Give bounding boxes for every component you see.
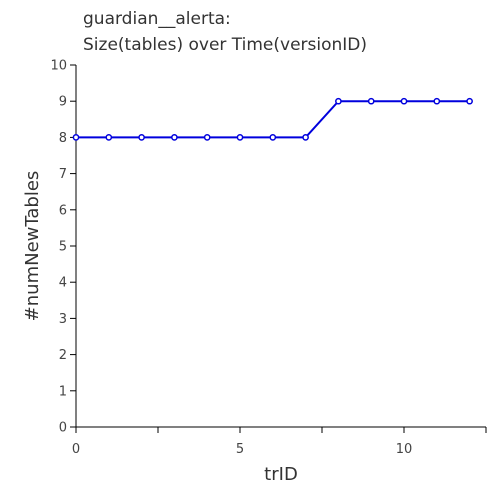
- y-tick-label: 4: [59, 276, 67, 291]
- data-point: [138, 134, 145, 141]
- data-point: [466, 97, 473, 105]
- y-tick-label: 5: [59, 240, 67, 255]
- x-tick-label: 0: [72, 442, 80, 457]
- y-tick-label: 7: [59, 167, 67, 182]
- data-point: [433, 97, 441, 105]
- data-point: [302, 134, 309, 141]
- data-series: [72, 97, 473, 141]
- chart-title-line-2: Size(tables) over Time(versionID): [83, 35, 367, 55]
- data-point: [203, 134, 211, 141]
- data-point: [367, 97, 375, 105]
- data-point: [400, 97, 408, 105]
- data-point: [105, 134, 113, 141]
- x-axis-label: trID: [264, 464, 298, 485]
- x-tick-label: 10: [396, 442, 413, 457]
- data-point: [335, 97, 342, 105]
- y-axis-label: #numNewTables: [22, 171, 43, 322]
- y-tick-label: 3: [59, 312, 67, 327]
- y-axis-ticks: 0 1 2 3 4 5 6 7 8 9 10: [50, 59, 76, 436]
- chart-title: guardian__alerta: Size(tables) over Time…: [83, 9, 367, 55]
- y-tick-label: 9: [59, 95, 67, 110]
- data-point: [72, 134, 80, 141]
- data-point: [171, 134, 178, 141]
- chart-title-line-1: guardian__alerta:: [83, 9, 231, 29]
- y-tick-label: 10: [50, 59, 67, 74]
- y-tick-label: 1: [59, 384, 67, 399]
- data-point: [269, 134, 277, 141]
- series-line: [76, 100, 470, 139]
- y-tick-label: 6: [59, 203, 67, 218]
- y-tick-label: 2: [59, 348, 67, 363]
- y-tick-label: 0: [59, 421, 67, 436]
- x-axis-ticks: 0 5 10: [72, 427, 487, 457]
- y-tick-label: 8: [59, 131, 67, 146]
- data-point: [236, 134, 244, 141]
- x-tick-label: 5: [236, 442, 244, 457]
